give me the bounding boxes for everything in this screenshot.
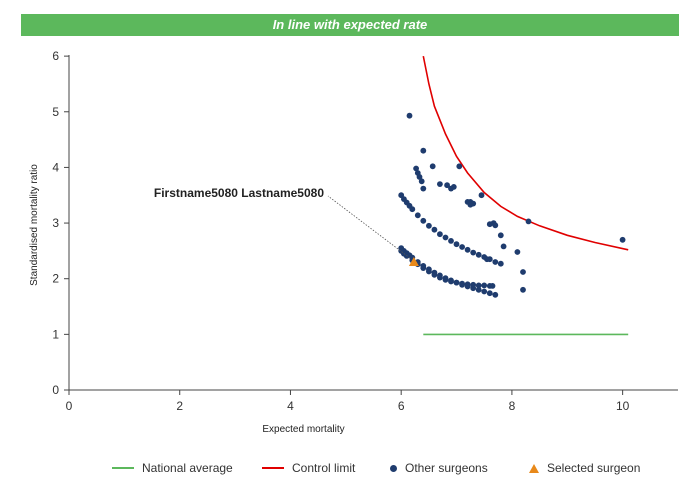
- legend-item-national-average[interactable]: National average: [112, 458, 233, 478]
- surgeon-point: [475, 286, 482, 293]
- x-tick-label: 2: [176, 399, 183, 413]
- surgeon-point: [525, 218, 532, 225]
- surgeon-point: [497, 232, 504, 239]
- surgeon-point: [437, 231, 443, 238]
- surgeon-point: [520, 286, 526, 293]
- y-tick-label: 3: [52, 216, 59, 230]
- surgeon-point: [470, 249, 477, 256]
- surgeon-point: [475, 282, 482, 289]
- smr-scatter-chart: 0 1 2 3 4 5 6 0 2 4 6 8 10 Expected mortality Standard…: [29, 49, 678, 435]
- surgeon-point: [442, 234, 449, 241]
- chart-legend: National average Control limit Other sur…: [0, 458, 700, 478]
- legend-item-other-surgeons[interactable]: Other surgeons: [386, 458, 488, 478]
- surgeon-point: [453, 241, 460, 248]
- surgeon-point: [475, 251, 482, 258]
- legend-label: Control limit: [292, 461, 356, 475]
- surgeon-point: [484, 256, 490, 263]
- control-limit-line: [422, 55, 629, 251]
- x-tick-label: 10: [616, 399, 630, 413]
- x-tick-label: 0: [66, 399, 73, 413]
- status-banner-text: In line with expected rate: [272, 17, 428, 32]
- y-tick-label: 0: [52, 383, 59, 397]
- surgeon-point: [500, 243, 507, 250]
- legend-label: Selected surgeon: [547, 461, 641, 475]
- chart-annotations: Firstname5080 Lastname5080: [154, 186, 411, 259]
- surgeon-point: [418, 178, 425, 185]
- surgeon-point: [481, 282, 488, 289]
- surgeon-point: [464, 246, 471, 253]
- surgeon-point: [448, 278, 454, 285]
- surgeon-point: [414, 212, 421, 219]
- y-tick-label: 1: [52, 327, 59, 341]
- surgeon-point: [426, 222, 432, 229]
- x-tick-label: 8: [509, 399, 516, 413]
- surgeon-point: [437, 181, 443, 188]
- surgeon-point: [464, 281, 471, 288]
- surgeon-point: [497, 260, 504, 267]
- status-banner: In line with expected rate: [21, 14, 679, 36]
- chart-series: [398, 55, 629, 336]
- legend-item-control-limit[interactable]: Control limit: [262, 458, 355, 478]
- surgeon-point: [429, 163, 436, 170]
- surgeon-point: [520, 269, 526, 275]
- selected-surgeon-point: [408, 257, 419, 267]
- surgeon-point: [426, 268, 432, 275]
- y-axis-title: Standardised mortality ratio: [29, 164, 40, 286]
- y-tick-label: 4: [52, 160, 59, 174]
- x-axis-title: Expected mortality: [262, 424, 344, 435]
- surgeon-point: [467, 201, 474, 208]
- surgeon-point: [444, 182, 450, 189]
- annotation-leader-line: [327, 195, 411, 259]
- y-tick-label: 2: [52, 272, 59, 286]
- surgeon-point: [448, 185, 454, 192]
- surgeon-point: [416, 174, 423, 180]
- y-tick-label: 5: [52, 105, 59, 119]
- x-tick-label: 6: [398, 399, 405, 413]
- legend-dot-icon: [390, 464, 397, 472]
- legend-label: Other surgeons: [405, 461, 488, 475]
- legend-triangle-icon: [529, 463, 539, 473]
- annotation-label: Firstname5080 Lastname5080: [154, 186, 324, 200]
- surgeon-point: [406, 112, 413, 119]
- surgeon-point: [448, 238, 454, 244]
- surgeon-point: [437, 274, 443, 281]
- legend-label: National average: [142, 461, 233, 475]
- legend-line-icon: [112, 467, 134, 469]
- surgeon-point: [481, 288, 488, 295]
- surgeon-point: [619, 236, 626, 243]
- surgeon-point: [413, 165, 419, 172]
- chart-axes: 0 1 2 3 4 5 6 0 2 4 6 8 10 Expected mortality Standard…: [29, 49, 678, 435]
- surgeon-point: [453, 279, 460, 286]
- surgeon-point: [486, 290, 493, 297]
- surgeon-point: [492, 259, 499, 265]
- legend-line-icon: [262, 467, 284, 469]
- surgeon-point: [492, 222, 499, 229]
- surgeon-point: [459, 280, 465, 287]
- surgeon-point: [459, 244, 465, 250]
- surgeon-point: [470, 281, 477, 288]
- surgeon-point: [492, 291, 499, 298]
- surgeon-point: [420, 217, 427, 224]
- surgeon-point: [420, 265, 427, 271]
- surgeon-point: [409, 206, 416, 213]
- x-tick-label: 4: [287, 399, 294, 413]
- surgeon-point: [478, 192, 485, 199]
- surgeon-point: [420, 185, 427, 192]
- surgeon-point: [431, 226, 438, 233]
- surgeon-point: [456, 163, 463, 170]
- surgeon-point: [420, 147, 427, 154]
- surgeon-point: [514, 249, 521, 255]
- surgeon-point: [489, 283, 496, 289]
- surgeon-point: [442, 276, 449, 283]
- surgeon-point: [431, 271, 438, 278]
- legend-item-selected-surgeon[interactable]: Selected surgeon: [526, 458, 640, 478]
- y-tick-label: 6: [52, 49, 59, 63]
